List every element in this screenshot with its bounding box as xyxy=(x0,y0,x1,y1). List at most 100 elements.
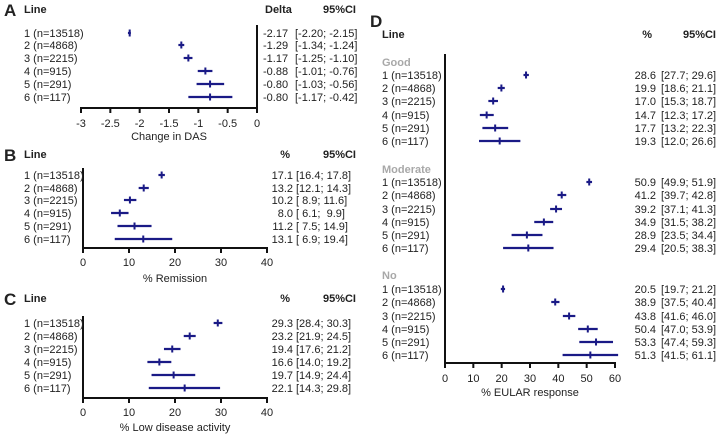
estimate-value: 28.6 xyxy=(635,70,656,82)
estimate-value: 10.2 xyxy=(272,195,293,207)
row-label: 4 (n=915) xyxy=(382,324,429,336)
forest-row: 1 (n=13518) 29.3 [28.4; 30.3] xyxy=(24,318,351,330)
estimate-value: 53.3 xyxy=(635,337,656,349)
header-value: Delta xyxy=(265,4,293,16)
estimate-value: 16.6 xyxy=(272,357,293,369)
forest-row: 3 (n=2215) 19.4 [17.6; 21.2] xyxy=(24,344,351,356)
ci-value: [ 6.1; 9.9] xyxy=(296,208,345,220)
x-tick-label: 40 xyxy=(261,407,273,419)
x-axis-label: % Remission xyxy=(143,273,207,285)
header-ci: 95%CI xyxy=(323,293,356,305)
forest-row: 4 (n=915) -0.88 [-1.01; -0.76] xyxy=(24,66,357,78)
estimate-value: 13.1 xyxy=(272,234,293,246)
forest-row: 5 (n=291) 53.3 [47.4; 59.3] xyxy=(382,337,716,349)
forest-row: 4 (n=915) 34.9 [31.5; 38.2] xyxy=(382,217,716,229)
forest-row: 6 (n=117) -0.80 [-1.17; -0.42] xyxy=(24,92,357,104)
ci-value: [12.1; 14.3] xyxy=(296,183,351,195)
ci-value: [-1.17; -0.42] xyxy=(295,92,357,104)
estimate-value: 17.7 xyxy=(635,123,656,135)
forest-row: 5 (n=291) -0.80 [-1.03; -0.56] xyxy=(24,79,357,91)
row-label: 5 (n=291) xyxy=(382,230,429,242)
row-label: 2 (n=4868) xyxy=(24,331,78,343)
ci-value: [ 8.9; 11.6] xyxy=(296,195,347,207)
forest-row: 1 (n=13518) 28.6 [27.7; 29.6] xyxy=(382,70,716,82)
row-label: 1 (n=13518) xyxy=(382,70,442,82)
estimate-value: 50.9 xyxy=(635,177,656,189)
row-label: 6 (n=117) xyxy=(24,383,71,395)
x-tick-label: 20 xyxy=(496,373,508,385)
estimate-value: 19.7 xyxy=(272,370,293,382)
row-label: 2 (n=4868) xyxy=(24,183,78,195)
x-tick-label: -1 xyxy=(193,118,203,130)
row-label: 5 (n=291) xyxy=(24,79,71,91)
estimate-value: 29.3 xyxy=(272,318,293,330)
row-label: 6 (n=117) xyxy=(24,92,71,104)
panel-letter: B xyxy=(4,146,16,165)
ci-value: [47.0; 53.9] xyxy=(661,324,716,336)
row-label: 4 (n=915) xyxy=(24,208,71,220)
estimate-value: 13.2 xyxy=(272,183,293,195)
ci-value: [41.5; 61.1] xyxy=(661,350,716,362)
estimate-value: 11.2 xyxy=(272,221,293,233)
forest-row: 4 (n=915) 50.4 [47.0; 53.9] xyxy=(382,324,716,336)
ci-value: [20.5; 38.3] xyxy=(661,243,716,255)
row-label: 1 (n=13518) xyxy=(382,284,442,296)
forest-row: 2 (n=4868) -1.29 [-1.34; -1.24] xyxy=(24,40,357,52)
forest-row: 2 (n=4868) 41.2 [39.7; 42.8] xyxy=(382,190,716,202)
x-tick-label: 20 xyxy=(169,407,181,419)
x-axis-label: Change in DAS xyxy=(131,131,207,143)
ci-value: [41.6; 46.0] xyxy=(661,311,716,323)
row-label: 3 (n=2215) xyxy=(24,195,78,207)
forest-row: 4 (n=915) 16.6 [14.0; 19.2] xyxy=(24,357,351,369)
row-label: 4 (n=915) xyxy=(24,66,71,78)
header-value: % xyxy=(280,293,290,305)
x-tick-label: 0 xyxy=(442,373,448,385)
x-tick-label: -3 xyxy=(76,118,86,130)
forest-row: 1 (n=13518) 50.9 [49.9; 51.9] xyxy=(382,177,716,189)
row-label: 3 (n=2215) xyxy=(382,96,436,108)
ci-value: [23.5; 34.4] xyxy=(661,230,716,242)
estimate-value: 43.8 xyxy=(635,311,656,323)
estimate-value: 34.9 xyxy=(635,217,656,229)
x-tick-label: -2 xyxy=(135,118,145,130)
x-tick-label: 0 xyxy=(80,257,86,269)
row-label: 6 (n=117) xyxy=(382,243,429,255)
header-line: Line xyxy=(24,293,47,305)
forest-row: 1 (n=13518) 17.1 [16.4; 17.8] xyxy=(24,170,351,182)
row-label: 6 (n=117) xyxy=(382,350,429,362)
ci-value: [14.0; 19.2] xyxy=(296,357,351,369)
estimate-value: 17.1 xyxy=(272,170,293,182)
x-axis-label: % EULAR response xyxy=(481,387,579,399)
ci-value: [12.0; 26.6] xyxy=(661,136,716,148)
forest-row: 6 (n=117) 13.1[ 6.9; 19.4] xyxy=(24,234,348,246)
row-label: 1 (n=13518) xyxy=(382,177,442,189)
x-tick-label: 10 xyxy=(467,373,479,385)
x-tick-label: 50 xyxy=(581,373,593,385)
ci-value: [47.4; 59.3] xyxy=(661,337,716,349)
estimate-value: 8.0 xyxy=(278,208,293,220)
forest-row: 6 (n=117) 22.1 [14.3; 29.8] xyxy=(24,383,351,395)
estimate-value: 14.7 xyxy=(635,110,656,122)
ci-value: [37.1; 41.3] xyxy=(661,204,716,216)
x-tick-label: -1.5 xyxy=(160,118,179,130)
row-label: 5 (n=291) xyxy=(24,221,71,233)
ci-value: [28.4; 30.3] xyxy=(296,318,351,330)
forest-row: 6 (n=117) 29.4 [20.5; 38.3] xyxy=(382,243,716,255)
x-tick-label: 10 xyxy=(123,257,135,269)
row-label: 2 (n=4868) xyxy=(382,83,436,95)
forest-row: 1 (n=13518) -2.17 [-2.20; -2.15] xyxy=(24,28,357,40)
panel-b: B Line% 95%CI 0 10 20 30 40 % Remission 1 (n=1351… xyxy=(4,146,356,285)
ci-value: [27.7; 29.6] xyxy=(661,70,716,82)
row-label: 2 (n=4868) xyxy=(382,297,436,309)
ci-value: [19.7; 21.2] xyxy=(661,284,716,296)
estimate-value: -2.17 xyxy=(263,28,288,40)
forest-row: 3 (n=2215) 17.0 [15.3; 18.7] xyxy=(382,96,716,108)
estimate-value: 17.0 xyxy=(635,96,656,108)
x-tick-label: 40 xyxy=(261,257,273,269)
ci-value: [-2.20; -2.15] xyxy=(295,28,357,40)
estimate-value: 19.9 xyxy=(635,83,656,95)
ci-value: [12.3; 17.2] xyxy=(661,110,716,122)
header-value: % xyxy=(642,29,652,41)
row-label: 6 (n=117) xyxy=(382,136,429,148)
